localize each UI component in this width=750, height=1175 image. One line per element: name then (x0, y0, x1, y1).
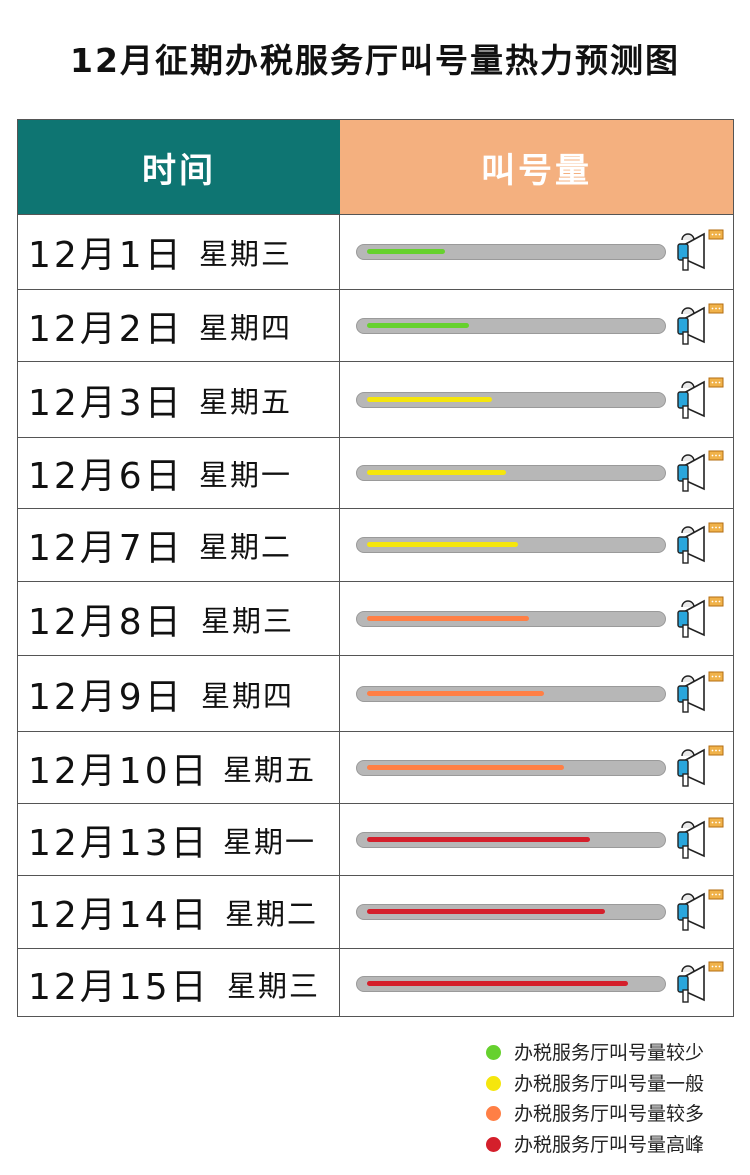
row-weekday: 星期三 (199, 237, 293, 271)
legend-label: 办税服务厅叫号量高峰 (514, 1134, 705, 1156)
megaphone-icon (674, 449, 726, 495)
megaphone-icon (674, 816, 726, 862)
volume-track (356, 975, 666, 992)
legend-dot (486, 1106, 501, 1121)
legend-label: 办税服务厅叫号量较少 (514, 1042, 705, 1064)
row-date: 12月7日 (28, 528, 184, 569)
megaphone-icon (674, 595, 726, 641)
table-row: 12月15日 星期三 (18, 948, 733, 1018)
row-date: 12月13日 (28, 822, 210, 864)
row-date: 12月10日 (28, 750, 210, 792)
megaphone-icon (674, 888, 726, 934)
table-row: 12月2日 星期四 (18, 289, 733, 361)
volume-bar (367, 470, 506, 475)
megaphone-icon (674, 302, 726, 348)
volume-track (356, 317, 666, 334)
row-weekday: 星期四 (201, 678, 295, 713)
row-date: 12月9日 (28, 676, 184, 718)
legend-dot (486, 1045, 501, 1060)
forecast-table: 时间 叫号量 12月1日 星期三 12月2日 星期四 12月3日 星期五 1 (17, 119, 734, 1017)
volume-bar (367, 615, 529, 621)
megaphone-icon (674, 376, 726, 422)
legend-item: 办税服务厅叫号量高峰 (486, 1130, 736, 1157)
volume-track (356, 831, 666, 848)
legend-label: 办税服务厅叫号量一般 (514, 1073, 705, 1095)
table-row: 12月1日 星期三 (18, 214, 733, 289)
table-row: 12月13日 星期一 (18, 803, 733, 875)
legend-dot (486, 1137, 501, 1152)
row-weekday: 星期一 (223, 824, 317, 859)
row-weekday: 星期四 (199, 310, 293, 345)
legend-item: 办税服务厅叫号量较少 (486, 1038, 736, 1065)
volume-bar (367, 249, 445, 254)
chart-title: 12月征期办税服务厅叫号量热力预测图 (70, 41, 680, 80)
table-row: 12月14日 星期二 (18, 875, 733, 948)
row-weekday: 星期五 (223, 752, 317, 787)
megaphone-icon (674, 228, 726, 274)
header-time: 时间 (18, 120, 340, 214)
volume-track (356, 244, 666, 260)
volume-track (356, 391, 666, 408)
volume-track (356, 759, 666, 776)
row-date: 12月2日 (28, 308, 184, 350)
legend-label: 办税服务厅叫号量较多 (514, 1103, 705, 1125)
megaphone-icon (674, 670, 726, 716)
volume-bar (367, 980, 628, 986)
row-date: 12月6日 (28, 456, 184, 497)
legend-item: 办税服务厅叫号量较多 (486, 1099, 736, 1126)
volume-bar (367, 396, 492, 402)
table-row: 12月6日 星期一 (18, 437, 733, 508)
volume-track (356, 904, 666, 920)
volume-track (356, 537, 666, 553)
volume-bar (367, 764, 564, 770)
row-date: 12月14日 (28, 895, 210, 936)
row-date: 12月1日 (28, 235, 184, 276)
row-weekday: 星期五 (199, 384, 293, 419)
row-weekday: 星期三 (201, 603, 295, 638)
legend-item: 办税服务厅叫号量一般 (486, 1069, 736, 1096)
volume-bar (367, 322, 469, 328)
table-row: 12月8日 星期三 (18, 581, 733, 655)
row-weekday: 星期二 (225, 897, 319, 931)
row-weekday: 星期一 (199, 458, 293, 492)
volume-track (356, 610, 666, 627)
volume-bar (367, 836, 590, 842)
megaphone-icon (674, 521, 726, 567)
legend-dot (486, 1076, 501, 1091)
volume-bar (367, 690, 544, 696)
row-weekday: 星期二 (199, 530, 293, 564)
megaphone-icon (674, 960, 726, 1006)
volume-bar (367, 542, 518, 547)
table-row: 12月7日 星期二 (18, 508, 733, 581)
volume-track (356, 685, 666, 702)
row-weekday: 星期三 (227, 968, 321, 1003)
volume-bar (367, 909, 605, 914)
table-row: 12月3日 星期五 (18, 361, 733, 437)
table-row: 12月10日 星期五 (18, 731, 733, 803)
table-row: 12月9日 星期四 (18, 655, 733, 731)
megaphone-icon (674, 744, 726, 790)
volume-track (356, 465, 666, 481)
row-date: 12月8日 (28, 601, 184, 643)
header-volume: 叫号量 (340, 120, 733, 214)
row-date: 12月3日 (28, 382, 184, 424)
column-divider (339, 214, 340, 1016)
row-date: 12月15日 (28, 966, 210, 1008)
